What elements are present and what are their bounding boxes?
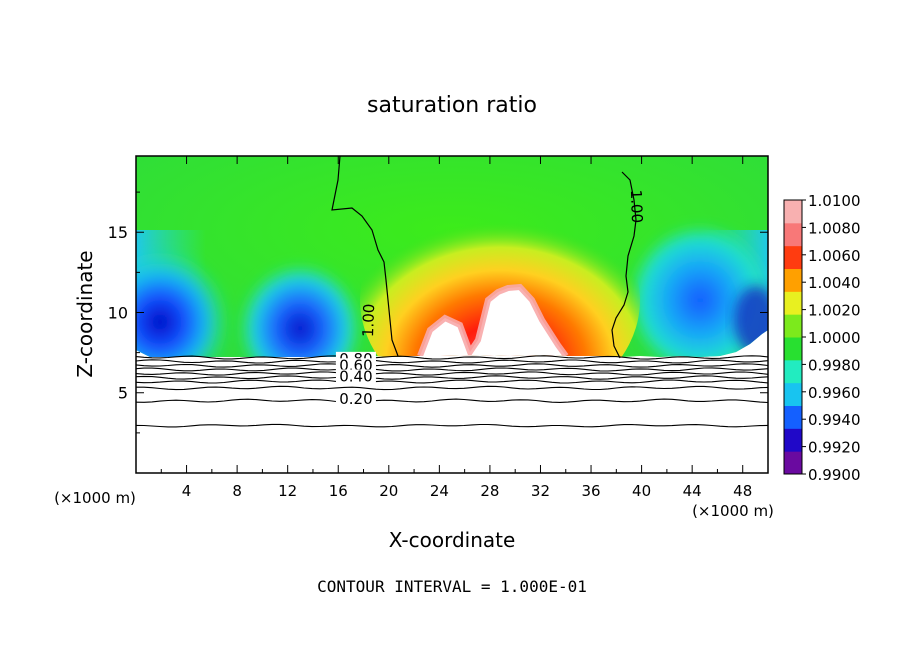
contour-label: 0.20 <box>339 390 372 408</box>
plot-frame <box>135 155 769 474</box>
colorbar-label: 1.0000 <box>808 329 861 347</box>
contour-line-1.00-right <box>611 171 637 359</box>
colorbar-label: 1.0040 <box>808 274 861 292</box>
contour-line-lower <box>135 379 769 384</box>
contour-label-bg <box>335 391 376 406</box>
x-tick-label: 44 <box>683 482 702 500</box>
colorbar-label: 0.9900 <box>808 466 861 484</box>
x-tick-label: 28 <box>480 482 499 500</box>
colorbar-band <box>784 428 802 452</box>
x-tick-label: 48 <box>733 482 752 500</box>
colorbar-band <box>784 314 802 338</box>
colorbar-band <box>784 200 802 224</box>
x-axis-label: X-coordinate <box>389 528 516 552</box>
saturated-region <box>420 287 566 356</box>
plot-area: 1.001.000.800.600.400.20 <box>135 155 769 474</box>
colorbar-bands <box>784 200 802 475</box>
colorbar-label: 0.9920 <box>808 439 861 457</box>
dry-region-center-left <box>238 256 362 357</box>
contour-line-lower <box>135 355 769 360</box>
x-tick-label: 20 <box>379 482 398 500</box>
colorbar-labels: 1.0100 1.0080 1.0060 1.0040 1.0020 1.0000 0.99… <box>802 192 861 484</box>
x-tick-label: 8 <box>232 482 242 500</box>
x-tick-label: 32 <box>531 482 550 500</box>
colorbar-band <box>784 291 802 315</box>
y-axis-ticks: 5 10 15 <box>108 191 768 434</box>
colorbar-label: 0.9980 <box>808 356 861 374</box>
x-tick-label: 36 <box>581 482 600 500</box>
colorbar-label: 1.0060 <box>808 247 861 265</box>
contour-line-1.00-left <box>331 155 399 357</box>
contour-line-lower <box>135 359 769 364</box>
contour-label: 0.40 <box>339 368 372 386</box>
dry-region-left <box>136 250 230 357</box>
contour-line-lower <box>135 363 769 368</box>
colorbar-band <box>784 359 802 384</box>
colorbar-band <box>784 405 802 429</box>
dry-region-right <box>628 224 768 357</box>
x-unit-label-left: (×1000 m) <box>54 489 136 507</box>
colorbar-band <box>784 451 802 475</box>
x-unit-label-right: (×1000 m) <box>692 502 774 520</box>
colorbar-band <box>784 382 802 406</box>
contour-line-lower <box>135 398 769 404</box>
x-tick-label: 12 <box>278 482 297 500</box>
contour-labels: 1.001.000.800.600.400.20 <box>335 189 646 408</box>
colorbar-label: 0.9960 <box>808 384 861 402</box>
y-axis-label: Z-coordinate <box>73 250 97 377</box>
contour-label-bg <box>335 369 376 384</box>
y-tick-label: 10 <box>108 303 128 322</box>
contour-label: 1.00 <box>627 189 646 223</box>
x-axis-ticks: 4 8 12 16 20 24 28 32 36 40 44 48 <box>160 156 752 500</box>
contour-line-lower <box>135 423 769 428</box>
x-tick-label: 40 <box>632 482 651 500</box>
colorbar-label: 1.0100 <box>808 192 861 210</box>
x-tick-label: 24 <box>430 482 449 500</box>
colorbar-band <box>784 268 802 292</box>
colorbar: 1.0100 1.0080 1.0060 1.0040 1.0020 1.0000 0.99… <box>783 192 861 484</box>
colorbar-label: 1.0080 <box>808 219 861 237</box>
lower-contours <box>135 355 769 428</box>
contour-line-lower <box>135 371 769 376</box>
y-tick-label: 5 <box>118 384 128 403</box>
y-tick-label: 15 <box>108 223 128 242</box>
contour-line-lower <box>135 367 769 372</box>
colorbar-band <box>784 245 802 269</box>
colorbar-band <box>784 337 802 361</box>
saturated-region-halo <box>417 283 569 357</box>
x-tick-label: 16 <box>329 482 348 500</box>
colorbar-band <box>784 222 802 247</box>
contour-line-lower <box>135 375 769 380</box>
chart-title: saturation ratio <box>367 93 537 118</box>
contour-interval-note: CONTOUR INTERVAL = 1.000E-01 <box>317 577 587 596</box>
contour-label-bg <box>335 358 376 373</box>
colorbar-label: 1.0020 <box>808 302 861 320</box>
colorbar-label: 0.9940 <box>808 411 861 429</box>
contour-label: 1.00 <box>359 303 378 337</box>
color-field <box>136 156 768 357</box>
contour-line-lower <box>136 385 769 391</box>
x-tick-label: 4 <box>182 482 192 500</box>
